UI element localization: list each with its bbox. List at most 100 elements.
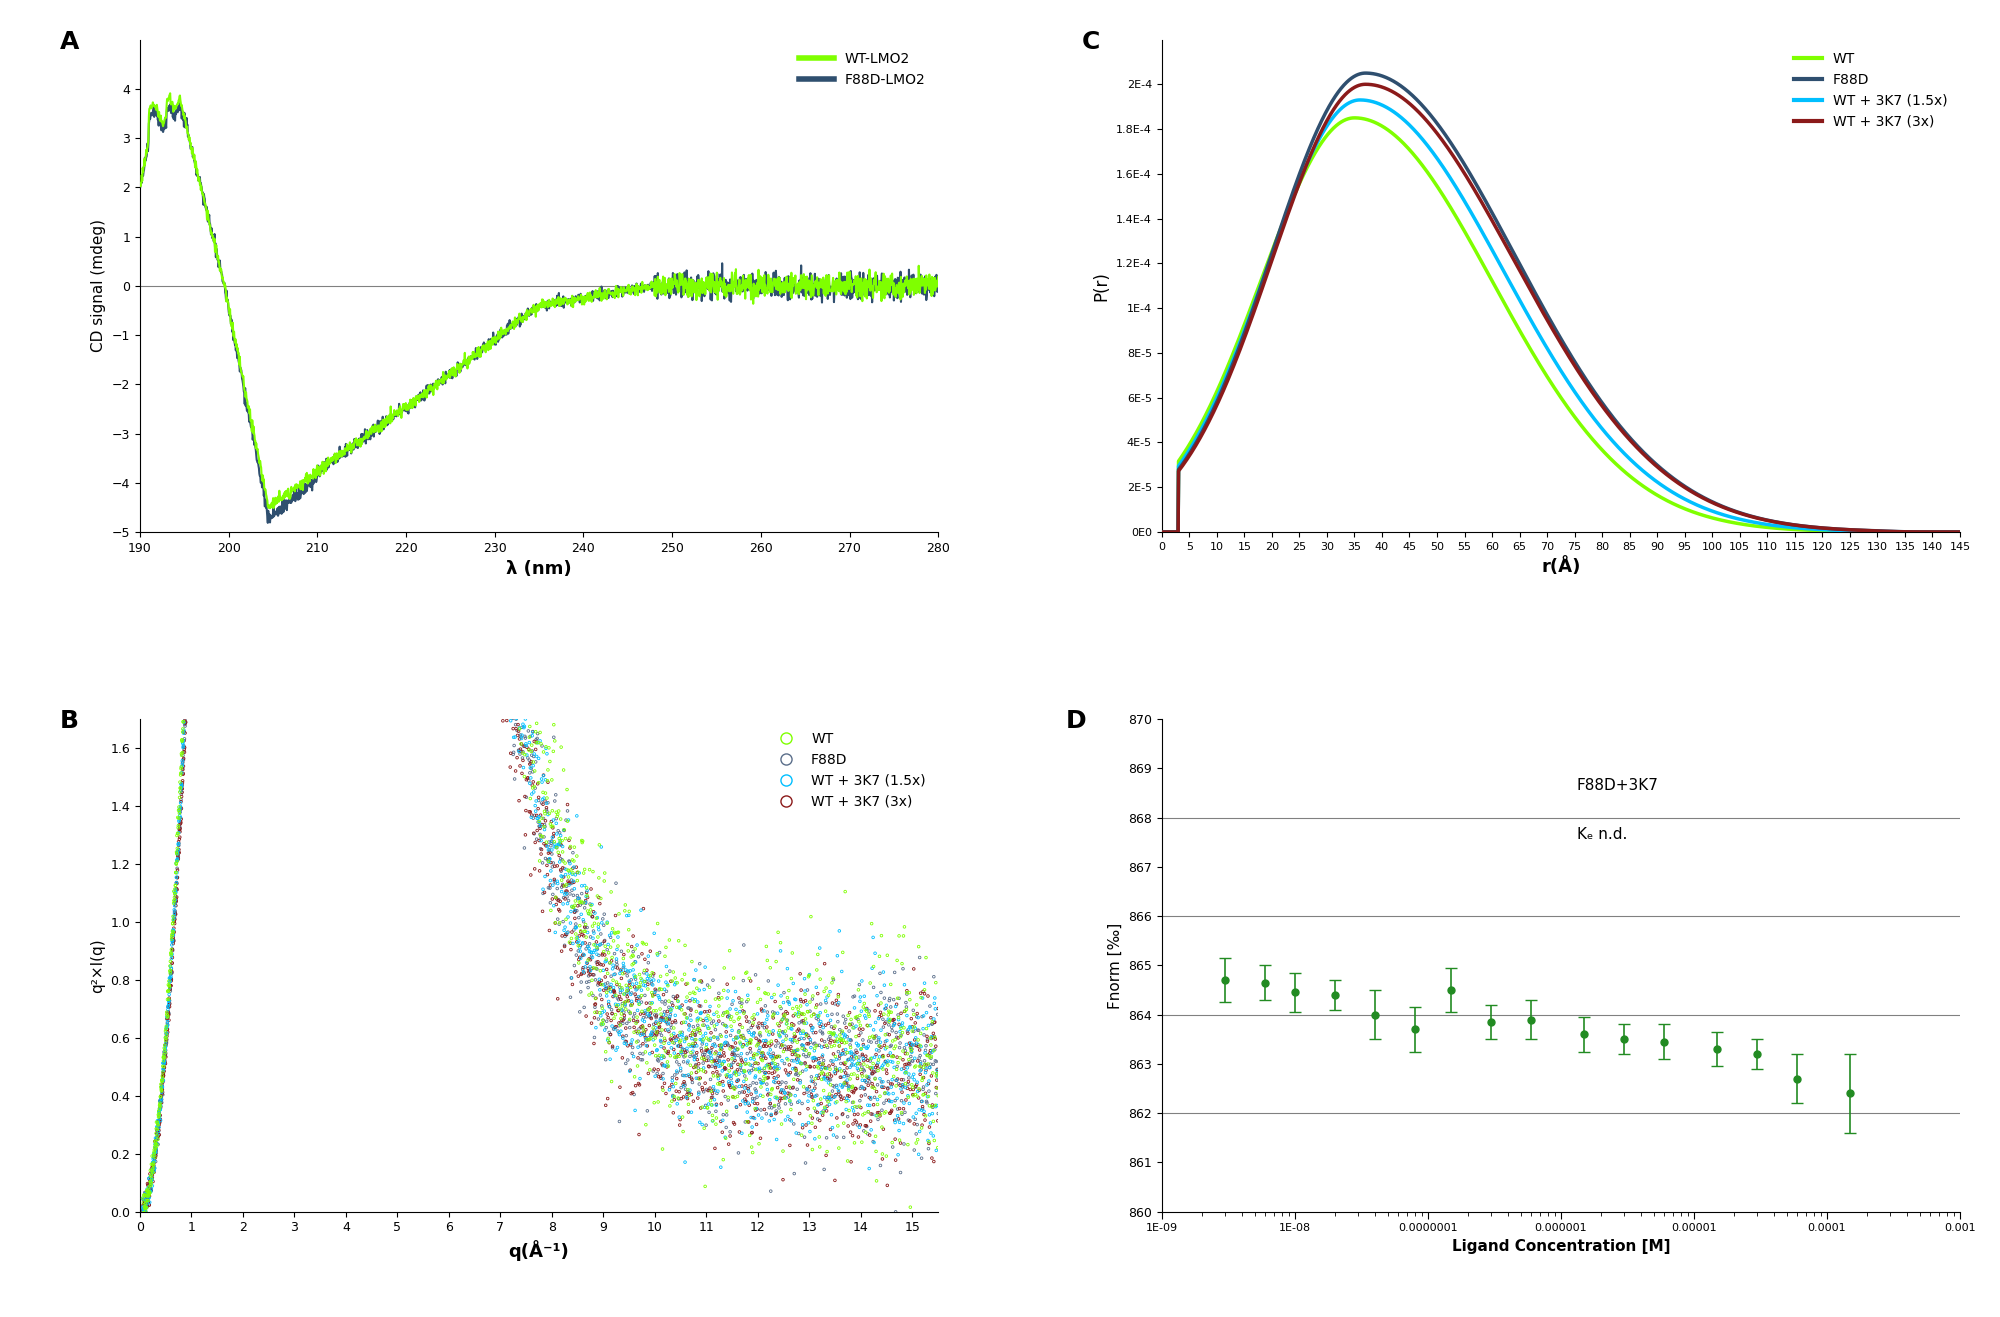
- WT: [592, 1027, 624, 1048]
- WT: [772, 988, 804, 1009]
- F88D: [718, 1063, 750, 1084]
- WT + 3K7 (1.5x): [738, 1026, 770, 1047]
- F88D: [160, 885, 192, 906]
- WT + 3K7 (1.5x): [544, 824, 576, 846]
- WT + 3K7 (1.5x): [818, 1125, 850, 1146]
- WT + 3K7 (3x): [802, 1102, 834, 1123]
- F88D: [166, 774, 198, 795]
- WT + 3K7 (3x): [168, 764, 200, 785]
- WT + 3K7 (1.5x): [148, 1060, 180, 1081]
- WT: [792, 1001, 824, 1022]
- WT + 3K7 (3x): [192, 158, 224, 179]
- WT + 3K7 (1.5x): [530, 793, 562, 814]
- WT: [846, 1038, 878, 1059]
- WT: [652, 1056, 684, 1077]
- WT + 3K7 (3x): [580, 988, 612, 1009]
- F88D: [594, 1025, 626, 1046]
- WT: [686, 1014, 718, 1035]
- WT: [866, 925, 898, 946]
- F88D: [584, 923, 616, 944]
- WT + 3K7 (3x): [780, 1058, 812, 1079]
- WT + 3K7 (3x): [606, 1047, 638, 1068]
- WT + 3K7 (3x): [154, 979, 186, 1000]
- WT + 3K7 (1.5x): [606, 1000, 638, 1021]
- WT + 3K7 (1.5x): [178, 485, 210, 506]
- WT + 3K7 (1.5x): [654, 1006, 686, 1027]
- F88D: [614, 1017, 646, 1038]
- F88D: [170, 695, 202, 716]
- WT + 3K7 (3x): [578, 1033, 610, 1054]
- WT + 3K7 (3x): [782, 1046, 814, 1067]
- WT: [800, 1068, 832, 1089]
- WT + 3K7 (1.5x): [196, 11, 228, 32]
- WT + 3K7 (3x): [704, 1112, 736, 1133]
- WT: [754, 1058, 786, 1079]
- WT + 3K7 (1.5x): [190, 188, 222, 209]
- WT + 3K7 (1.5x): [634, 1025, 666, 1046]
- F88D: [902, 1019, 934, 1040]
- WT + 3K7 (3x): [902, 1036, 934, 1058]
- WT + 3K7 (1.5x): [762, 1088, 794, 1109]
- F88D: [592, 976, 624, 997]
- WT + 3K7 (1.5x): [714, 1006, 746, 1027]
- WT + 3K7 (1.5x): [534, 848, 566, 869]
- WT + 3K7 (3x): [632, 1035, 664, 1056]
- F88D: [878, 1009, 910, 1030]
- WT + 3K7 (1.5x): [900, 1033, 932, 1054]
- F88D: [154, 989, 186, 1010]
- WT + 3K7 (1.5x): [162, 843, 194, 864]
- WT: [616, 944, 648, 965]
- F88D: [882, 1073, 914, 1094]
- WT: [516, 639, 548, 660]
- F88D: [622, 946, 654, 967]
- WT: [180, 391, 212, 412]
- WT + 3K7 (3x): [842, 1126, 874, 1147]
- WT: [164, 802, 196, 823]
- WT + 3K7 (3x): [184, 387, 216, 408]
- WT + 3K7 (1.5x): [820, 1048, 852, 1069]
- WT: [154, 943, 186, 964]
- F88D: [540, 872, 572, 893]
- WT + 3K7 (1.5x): [634, 1005, 666, 1026]
- WT + 3K7 (1.5x): [176, 529, 208, 551]
- WT + 3K7 (1.5x): [750, 1030, 782, 1051]
- F88D: [588, 1010, 620, 1031]
- WT + 3K7 (1.5x): [130, 1197, 162, 1218]
- F88D: [746, 1060, 778, 1081]
- F88D: [898, 1139, 930, 1160]
- WT + 3K7 (1.5x): [158, 905, 190, 926]
- WT + 3K7 (3x): [510, 799, 542, 820]
- WT: [558, 851, 590, 872]
- F88D: [132, 1192, 164, 1213]
- WT + 3K7 (1.5x): [580, 944, 612, 965]
- WT + 3K7 (3x): [866, 1076, 898, 1097]
- WT + 3K7 (3x): [816, 1085, 848, 1106]
- WT + 3K7 (1.5x): [534, 848, 566, 869]
- WT + 3K7 (3x): [850, 1115, 882, 1137]
- WT + 3K7 (3x): [910, 1026, 942, 1047]
- WT + 3K7 (3x): [654, 1009, 686, 1030]
- WT + 3K7 (1.5x): [866, 1055, 898, 1076]
- WT + 3K7 (3x): [146, 1088, 178, 1109]
- F88D: [510, 703, 542, 724]
- F88D: [190, 211, 222, 232]
- WT + 3K7 (3x): [130, 1187, 162, 1208]
- WT + 3K7 (1.5x): [486, 572, 518, 593]
- WT + 3K7 (3x): [196, 71, 228, 92]
- WT + 3K7 (3x): [902, 1051, 934, 1072]
- F88D: [654, 1014, 686, 1035]
- WT: [154, 963, 186, 984]
- WT: [1190, 414, 1214, 429]
- WT + 3K7 (3x): [176, 576, 208, 597]
- F88D: [824, 1019, 856, 1040]
- WT + 3K7 (1.5x): [632, 965, 664, 986]
- WT + 3K7 (1.5x): [870, 1051, 902, 1072]
- WT + 3K7 (1.5x): [884, 1112, 916, 1133]
- WT + 3K7 (1.5x): [186, 283, 218, 304]
- WT + 3K7 (3x): [174, 622, 206, 643]
- WT + 3K7 (1.5x): [142, 1117, 174, 1138]
- F88D: [192, 145, 224, 166]
- F88D: [142, 1117, 174, 1138]
- WT + 3K7 (3x): [174, 641, 206, 662]
- WT + 3K7 (1.5x): [610, 905, 642, 926]
